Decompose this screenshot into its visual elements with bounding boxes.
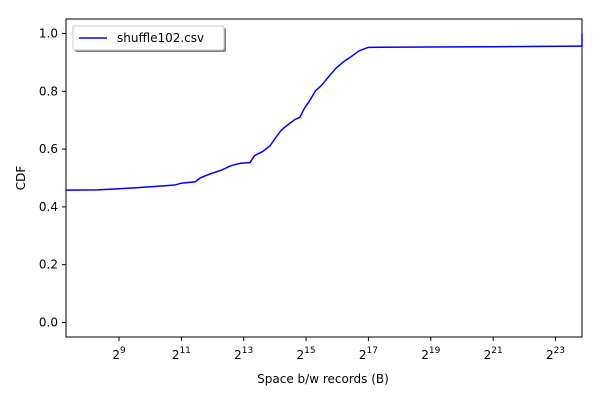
x-tick-label: 215 (297, 346, 316, 362)
legend: shuffle102.csv (72, 25, 226, 52)
x-tick-label: 213 (234, 346, 253, 362)
x-tick-label: 217 (359, 346, 378, 362)
x-tick-label: 223 (546, 346, 565, 362)
y-tick-label: 0.8 (39, 84, 58, 98)
y-tick-label: 0.6 (39, 142, 58, 156)
legend-label: shuffle102.csv (117, 31, 204, 45)
legend-box (72, 25, 225, 51)
x-axis-ticks: 29 211 213 215 217 219 221 223 (112, 337, 565, 362)
axes-frame (65, 18, 583, 338)
x-tick-label: 211 (172, 346, 191, 362)
y-tick-label: 0.4 (39, 200, 58, 214)
plot-border (65, 18, 583, 338)
y-tick-label: 0.2 (39, 258, 58, 272)
y-tick-label: 1.0 (39, 26, 58, 40)
series-line-0 (65, 33, 583, 191)
y-axis-label: CDF (14, 166, 28, 191)
x-tick-label: 29 (112, 346, 126, 362)
x-axis-label: Space b/w records (B) (257, 372, 389, 386)
x-tick-label: 219 (421, 346, 440, 362)
y-axis-ticks: 0.0 0.2 0.4 0.6 0.8 1.0 (39, 26, 66, 330)
x-tick-label: 221 (484, 346, 503, 362)
y-tick-label: 0.0 (39, 316, 58, 330)
series-layer (65, 33, 583, 191)
